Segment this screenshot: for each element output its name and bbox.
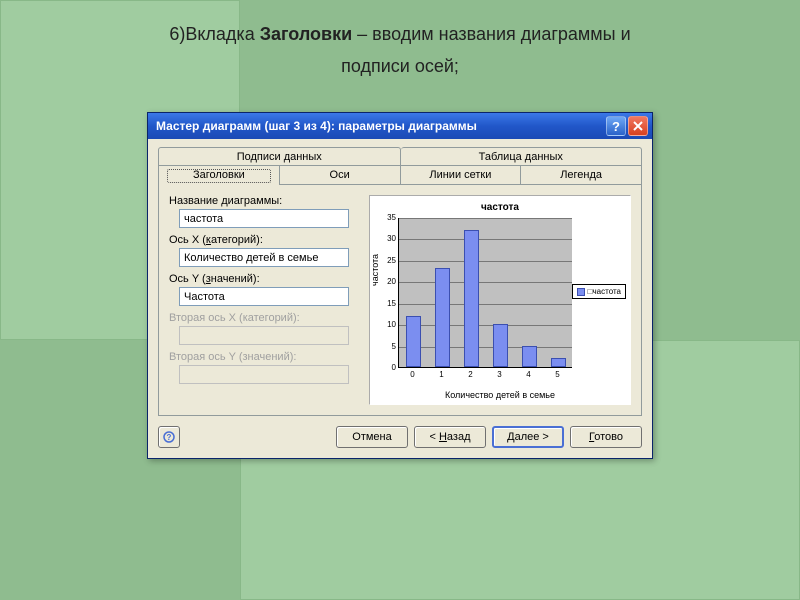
titlebar-close-button[interactable]: [628, 116, 648, 136]
ytick: 15: [380, 299, 396, 308]
label-x2-axis: Вторая ось X (категорий):: [169, 312, 359, 324]
chart-plot-area: [398, 218, 572, 368]
help-button[interactable]: ?: [158, 426, 180, 448]
tab-data-table[interactable]: Таблица данных: [401, 147, 643, 166]
slide-caption: 6)Вкладка Заголовки – вводим названия ди…: [0, 18, 800, 83]
ytick: 20: [380, 277, 396, 286]
field-x2-axis: Вторая ось X (категорий):: [169, 312, 359, 345]
tab-gridlines[interactable]: Линии сетки: [401, 165, 522, 184]
finish-button[interactable]: Готово: [570, 426, 642, 448]
caption-bold: Заголовки: [260, 24, 352, 44]
ytick: 25: [380, 256, 396, 265]
xtick: 1: [436, 370, 448, 379]
field-x-axis: Ось X (категорий):: [169, 234, 359, 267]
label-chart-title: Название диаграммы:: [169, 195, 359, 207]
chart-bar: [464, 230, 480, 367]
caption-prefix: 6)Вкладка: [169, 24, 259, 44]
cancel-button[interactable]: Отмена: [336, 426, 408, 448]
xtick: 4: [523, 370, 535, 379]
field-y2-axis: Вторая ось Y (значений):: [169, 351, 359, 384]
chart-bar: [406, 316, 422, 367]
chart-title-text: частота: [374, 202, 626, 213]
ytick: 10: [380, 320, 396, 329]
ytick: 35: [380, 213, 396, 222]
field-chart-title: Название диаграммы:: [169, 195, 359, 228]
tabpanel-titles: Название диаграммы: Ось X (категорий): О…: [158, 184, 642, 416]
xtick: 0: [407, 370, 419, 379]
chart-ylabel: частота: [370, 254, 380, 286]
tab-titles[interactable]: Заголовки: [158, 165, 280, 184]
field-y-axis: Ось Y (значений):: [169, 273, 359, 306]
chart-preview: частота 0 5 10 15 20 25 30 35 0 1 2 3 4 5 частота Ко…: [369, 195, 631, 405]
tab-legend[interactable]: Легенда: [521, 165, 642, 184]
input-x2-axis: [179, 326, 349, 345]
input-y2-axis: [179, 365, 349, 384]
button-row: ? Отмена < Назад Далее > Готово: [158, 426, 642, 448]
caption-suffix: – вводим названия диаграммы и: [352, 24, 631, 44]
ytick: 0: [380, 363, 396, 372]
chart-wizard-dialog: Мастер диаграмм (шаг 3 из 4): параметры …: [147, 112, 653, 459]
chart-bar: [435, 268, 451, 367]
legend-label: □частота: [588, 287, 621, 296]
titlebar[interactable]: Мастер диаграмм (шаг 3 из 4): параметры …: [148, 113, 652, 139]
legend-swatch: [577, 288, 585, 296]
tabrow-bottom: Заголовки Оси Линии сетки Легенда: [158, 165, 642, 184]
chart-bar: [522, 346, 538, 367]
help-icon: ?: [163, 431, 175, 443]
chart-xlabel: Количество детей в семье: [370, 390, 630, 400]
xtick: 3: [494, 370, 506, 379]
chart-bar: [551, 358, 567, 367]
label-y-axis: Ось Y (значений):: [169, 273, 359, 285]
caption-line2: подписи осей;: [341, 56, 459, 76]
tabrow-top: Подписи данных Таблица данных: [158, 147, 642, 166]
chart-bar: [493, 324, 509, 367]
chart-legend: □частота: [572, 284, 626, 299]
tab-axes[interactable]: Оси: [280, 165, 401, 184]
window-title: Мастер диаграмм (шаг 3 из 4): параметры …: [156, 119, 604, 133]
tab-data-labels[interactable]: Подписи данных: [158, 147, 401, 166]
close-icon: [633, 121, 643, 131]
ytick: 5: [380, 342, 396, 351]
label-x-axis: Ось X (категорий):: [169, 234, 359, 246]
back-button[interactable]: < Назад: [414, 426, 486, 448]
xtick: 5: [552, 370, 564, 379]
input-x-axis[interactable]: [179, 248, 349, 267]
next-button[interactable]: Далее >: [492, 426, 564, 448]
label-y2-axis: Вторая ось Y (значений):: [169, 351, 359, 363]
input-y-axis[interactable]: [179, 287, 349, 306]
svg-text:?: ?: [167, 433, 172, 442]
titlebar-help-button[interactable]: ?: [606, 116, 626, 136]
ytick: 30: [380, 234, 396, 243]
xtick: 2: [465, 370, 477, 379]
form-column: Название диаграммы: Ось X (категорий): О…: [169, 195, 359, 405]
input-chart-title[interactable]: [179, 209, 349, 228]
